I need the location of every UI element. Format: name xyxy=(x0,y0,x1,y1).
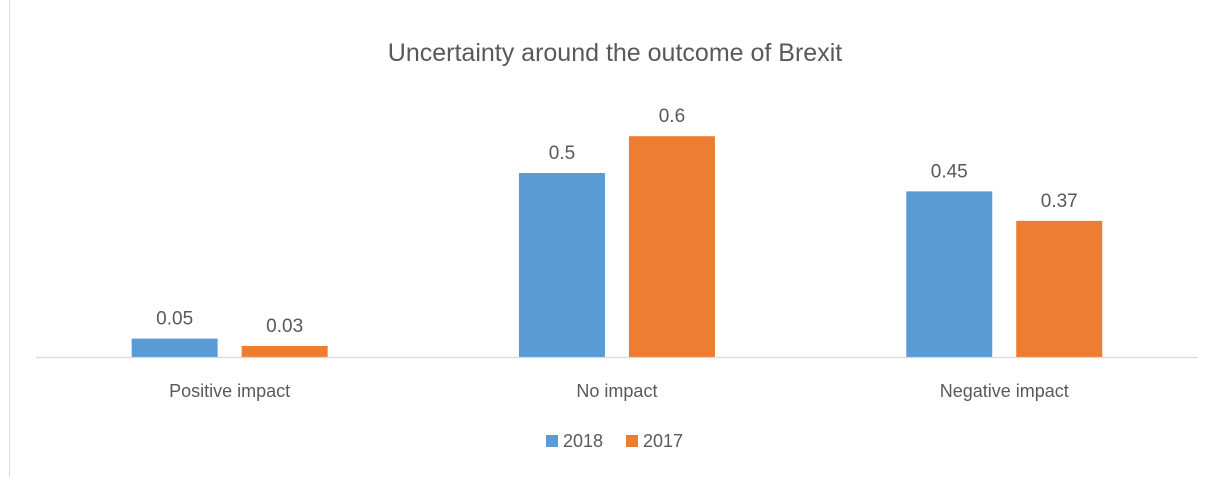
bars-layer xyxy=(131,136,1103,357)
data-label: 0.05 xyxy=(156,309,193,330)
bar-2017-negative-impact xyxy=(1016,220,1103,357)
data-label: 0.37 xyxy=(1041,191,1078,212)
legend-swatch-2018 xyxy=(546,435,558,447)
legend-swatch-2017 xyxy=(626,435,638,447)
legend-label-2017: 2017 xyxy=(643,431,683,451)
x-tick-label: Negative impact xyxy=(940,381,1069,401)
bar-2018-no-impact xyxy=(518,173,605,357)
bar-2018-negative-impact xyxy=(906,191,993,357)
bar-2017-positive-impact xyxy=(241,345,328,357)
data-label: 0.03 xyxy=(266,316,303,337)
legend-label-2018: 2018 xyxy=(563,431,603,451)
data-label: 0.5 xyxy=(549,143,575,164)
x-tick-label: Positive impact xyxy=(169,381,290,401)
data-label: 0.6 xyxy=(659,106,685,127)
bar-2017-no-impact xyxy=(628,136,715,357)
data-labels-layer: 0.05 0.03 0.5 0.6 0.45 0.37 xyxy=(156,106,1078,337)
chart-title: Uncertainty around the outcome of Brexit xyxy=(388,39,842,67)
bar-2018-positive-impact xyxy=(131,338,218,357)
data-label: 0.45 xyxy=(931,161,968,182)
x-tick-label: No impact xyxy=(576,381,657,401)
x-tick-labels: Positive impact No impact Negative impact xyxy=(169,381,1069,401)
legend: 2018 2017 xyxy=(546,431,683,451)
